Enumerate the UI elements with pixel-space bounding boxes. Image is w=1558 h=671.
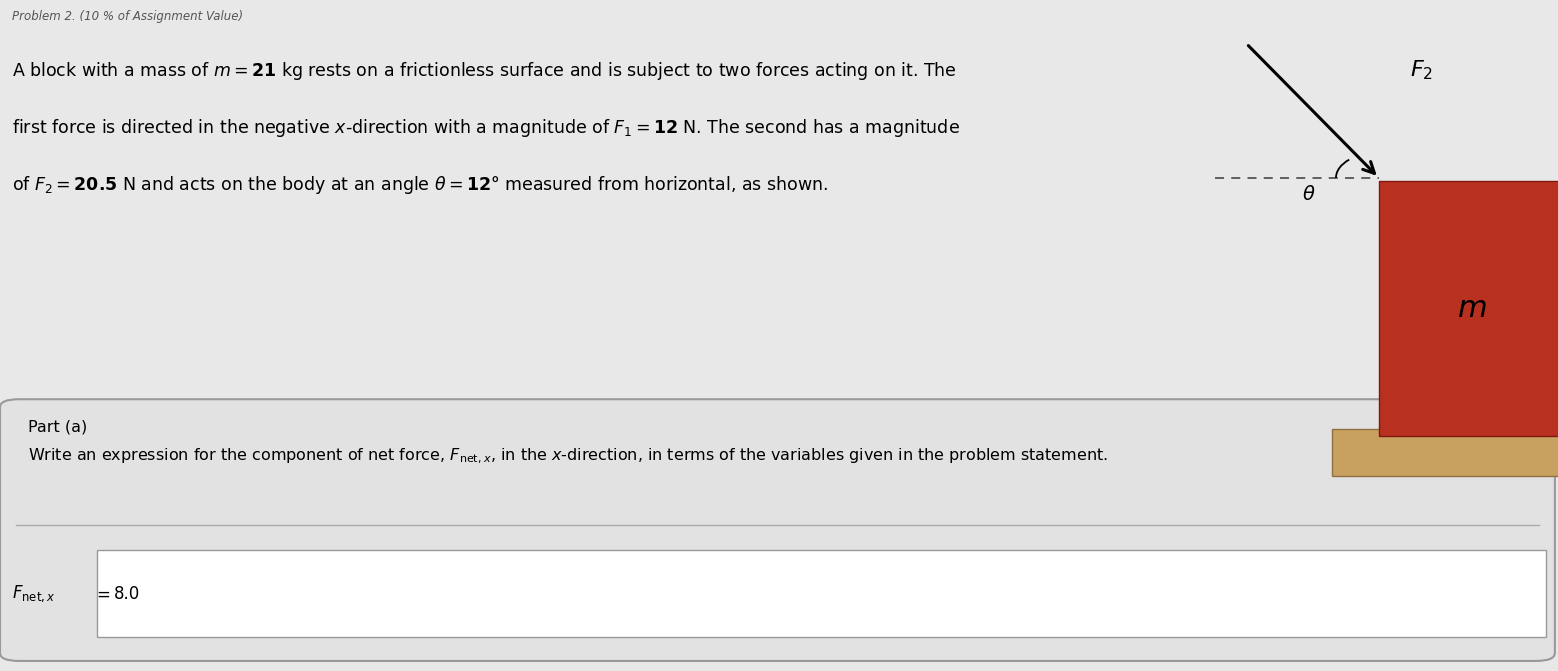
Bar	[1332, 429, 1558, 476]
Text: Write an expression for the component of net force, $F_{\mathrm{net},x}$, in the: Write an expression for the component of…	[28, 446, 1108, 466]
Text: 8.0: 8.0	[114, 585, 140, 603]
FancyBboxPatch shape	[0, 399, 1555, 661]
Text: $=$: $=$	[93, 585, 111, 603]
Text: $F_{\mathrm{net},x}$: $F_{\mathrm{net},x}$	[12, 584, 56, 604]
Bar	[1379, 181, 1558, 436]
Text: $\theta$: $\theta$	[1302, 185, 1317, 204]
Text: $m$: $m$	[1457, 294, 1488, 323]
Text: Problem 2. (10 % of Assignment Value): Problem 2. (10 % of Assignment Value)	[12, 10, 243, 23]
Text: $F_2$: $F_2$	[1410, 58, 1433, 83]
Text: of $F_2 = \mathbf{20.5}$ N and acts on the body at an angle $\theta = \mathbf{12: of $F_2 = \mathbf{20.5}$ N and acts on t…	[12, 174, 829, 197]
Bar	[97, 550, 1546, 637]
Text: first force is directed in the negative $x$-direction with a magnitude of $F_1 =: first force is directed in the negative …	[12, 117, 960, 140]
Text: A block with a mass of $m = \mathbf{21}$ kg rests on a frictionless surface and : A block with a mass of $m = \mathbf{21}$…	[12, 60, 957, 83]
Text: Part (a): Part (a)	[28, 419, 87, 434]
